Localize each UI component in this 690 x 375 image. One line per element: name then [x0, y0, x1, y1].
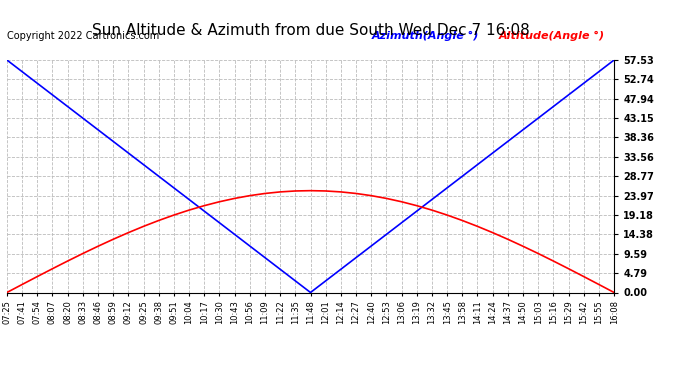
Text: Copyright 2022 Cartronics.com: Copyright 2022 Cartronics.com — [7, 32, 159, 41]
Title: Sun Altitude & Azimuth from due South Wed Dec 7 16:08: Sun Altitude & Azimuth from due South We… — [92, 23, 529, 38]
Text: Altitude(Angle °): Altitude(Angle °) — [499, 32, 605, 41]
Text: Azimuth(Angle °): Azimuth(Angle °) — [371, 32, 479, 41]
